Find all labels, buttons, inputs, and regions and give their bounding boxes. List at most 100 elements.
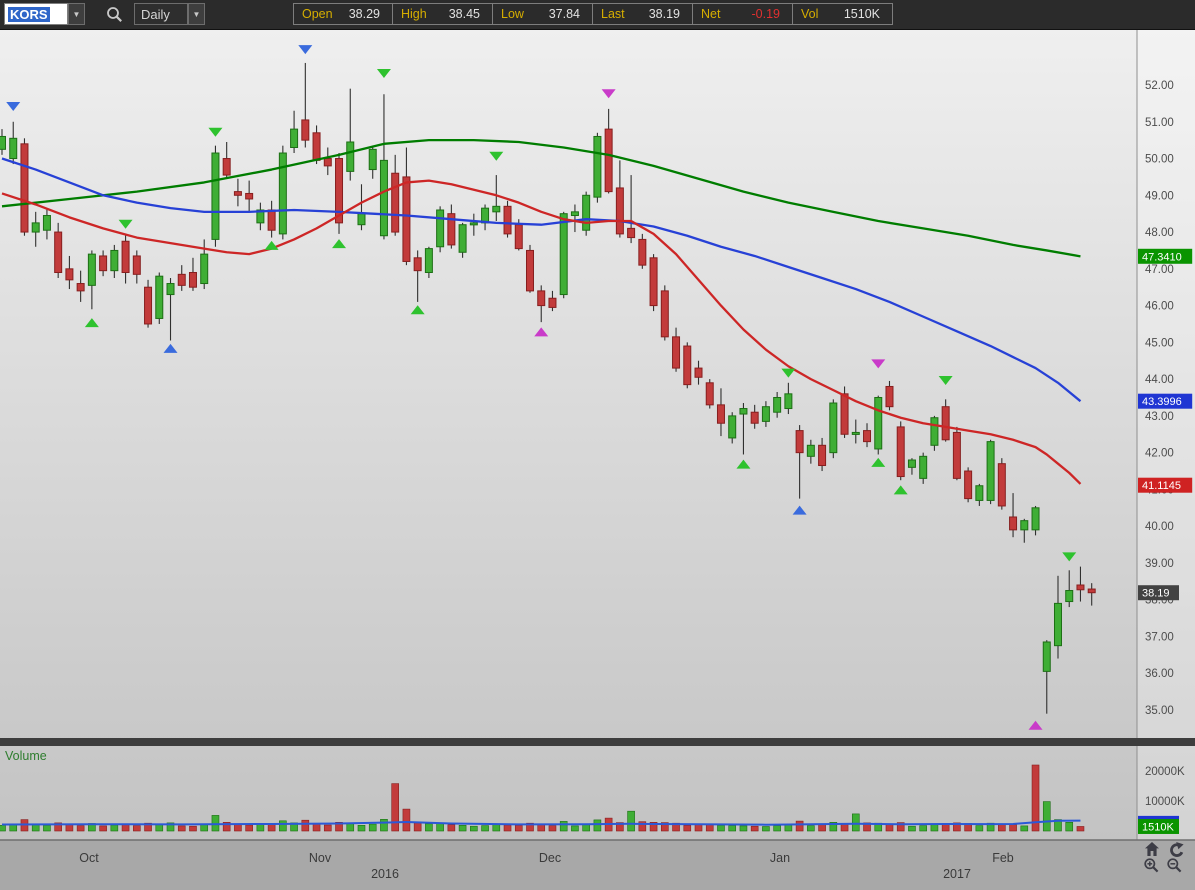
candle[interactable] (863, 423, 872, 448)
home-button[interactable] (1144, 842, 1162, 858)
candle[interactable] (548, 290, 557, 312)
candle[interactable] (660, 285, 669, 341)
time-axis[interactable] (0, 840, 1137, 890)
candle[interactable] (537, 285, 546, 323)
candle[interactable] (436, 206, 445, 253)
candle[interactable] (525, 244, 534, 293)
candle[interactable] (739, 403, 748, 455)
candle[interactable] (87, 250, 96, 310)
pane-separator[interactable] (0, 738, 1195, 746)
candle[interactable] (1020, 518, 1029, 543)
candle[interactable] (1053, 575, 1062, 659)
candle[interactable] (806, 439, 815, 464)
candle[interactable] (469, 213, 478, 236)
candle[interactable] (761, 401, 770, 427)
candle[interactable] (952, 426, 961, 481)
candle[interactable] (245, 180, 254, 212)
candle[interactable] (346, 88, 355, 181)
candle[interactable] (99, 250, 108, 277)
price-axis[interactable] (1137, 29, 1195, 840)
candle[interactable] (672, 327, 681, 372)
candle[interactable] (188, 257, 197, 291)
volume-pane[interactable] (0, 746, 1137, 840)
candle[interactable] (986, 439, 995, 505)
candle[interactable] (0, 129, 6, 155)
candle[interactable] (1009, 493, 1018, 538)
candle[interactable] (278, 145, 287, 240)
candle[interactable] (1065, 570, 1074, 608)
candle[interactable] (20, 138, 29, 236)
candle[interactable] (649, 254, 658, 312)
candle[interactable] (627, 175, 636, 244)
chart-area[interactable] (0, 29, 1137, 738)
candle[interactable] (750, 404, 759, 429)
candle[interactable] (885, 380, 894, 411)
candle[interactable] (784, 382, 793, 415)
candle[interactable] (166, 278, 175, 341)
candle[interactable] (570, 204, 579, 233)
candle[interactable] (896, 421, 905, 481)
candle[interactable] (222, 141, 231, 179)
candle[interactable] (413, 250, 422, 302)
candle[interactable] (964, 467, 973, 503)
candle[interactable] (144, 279, 153, 328)
candle[interactable] (683, 342, 692, 389)
candle[interactable] (582, 191, 591, 236)
candle[interactable] (503, 200, 512, 238)
candle[interactable] (42, 208, 51, 240)
candle[interactable] (773, 391, 782, 418)
zoom-in-button[interactable] (1144, 858, 1162, 874)
candle[interactable] (211, 145, 220, 247)
candle[interactable] (177, 265, 186, 291)
candle[interactable] (458, 222, 467, 258)
candle[interactable] (368, 145, 377, 179)
candle[interactable] (907, 458, 916, 475)
candle[interactable] (424, 246, 433, 279)
candle[interactable] (874, 395, 883, 455)
candle[interactable] (335, 153, 344, 234)
candle[interactable] (997, 458, 1006, 510)
candle[interactable] (256, 202, 265, 231)
candle[interactable] (694, 360, 703, 385)
candle[interactable] (31, 211, 40, 247)
candle[interactable] (919, 452, 928, 484)
candle[interactable] (941, 399, 950, 442)
candle[interactable] (1042, 640, 1051, 714)
candle[interactable] (323, 147, 332, 176)
candle[interactable] (9, 121, 18, 165)
candle[interactable] (829, 399, 838, 459)
candle[interactable] (110, 244, 119, 279)
candle[interactable] (1087, 583, 1096, 606)
symbol-input[interactable]: KORS (4, 3, 68, 25)
candle[interactable] (604, 108, 613, 194)
candle[interactable] (615, 160, 624, 238)
candle[interactable] (391, 154, 400, 236)
candle[interactable] (76, 270, 85, 302)
candle[interactable] (716, 388, 725, 437)
candle[interactable] (1076, 566, 1085, 602)
candle[interactable] (447, 204, 456, 249)
candle[interactable] (818, 437, 827, 472)
candle[interactable] (1031, 505, 1040, 536)
candle[interactable] (290, 110, 299, 154)
candle[interactable] (492, 175, 501, 222)
candle[interactable] (638, 233, 647, 269)
candle[interactable] (233, 178, 242, 207)
candle[interactable] (930, 415, 939, 451)
candle[interactable] (851, 419, 860, 444)
period-dropdown-button[interactable]: ▼ (188, 3, 205, 25)
candle[interactable] (301, 62, 310, 148)
period-select[interactable]: Daily (134, 3, 188, 25)
candle[interactable] (559, 211, 568, 299)
undo-button[interactable] (1167, 842, 1185, 858)
zoom-out-button[interactable] (1167, 858, 1185, 874)
candle[interactable] (402, 147, 411, 266)
symbol-dropdown-button[interactable]: ▼ (68, 3, 85, 25)
candle[interactable] (132, 250, 141, 284)
candle[interactable] (65, 255, 74, 290)
candle[interactable] (155, 272, 164, 324)
candle[interactable] (975, 483, 984, 506)
candle[interactable] (728, 412, 737, 444)
candle[interactable] (121, 233, 130, 284)
search-button[interactable] (102, 3, 126, 25)
